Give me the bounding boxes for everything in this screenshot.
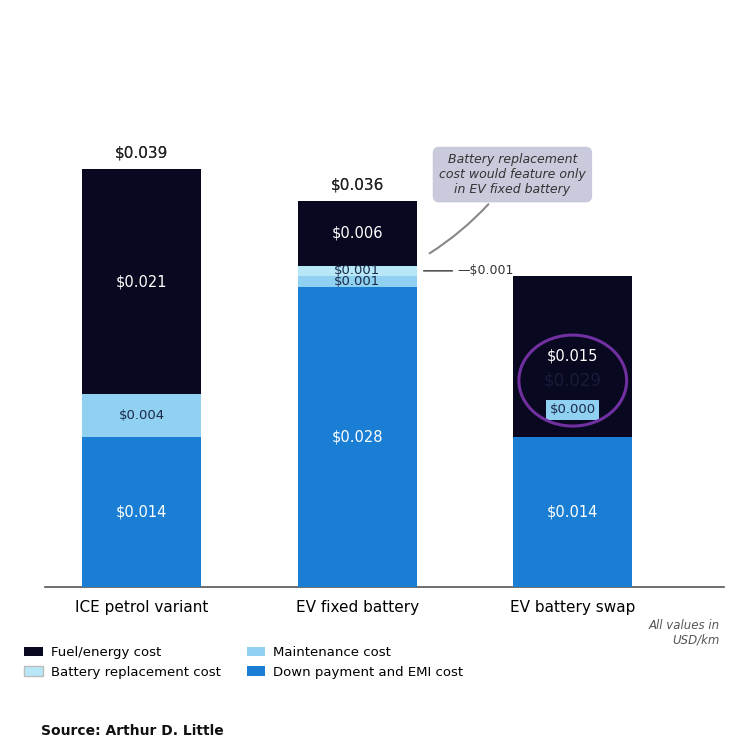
Bar [298,265,416,276]
Bar [83,437,201,587]
Text: $0.039: $0.039 [115,146,169,161]
Text: $0.015: $0.015 [547,349,598,364]
Text: $0.006: $0.006 [331,226,383,241]
Text: $0.014: $0.014 [116,504,167,519]
Text: $0.029: $0.029 [544,371,602,390]
Bar [83,169,201,394]
Bar [513,437,632,587]
Text: $0.036: $0.036 [330,177,384,193]
Text: $0.001: $0.001 [334,275,380,288]
Text: $0.001: $0.001 [334,265,380,277]
Bar [298,287,416,587]
Text: Battery replacement
cost would feature only
in EV fixed battery: Battery replacement cost would feature o… [430,153,586,253]
Text: $0.028: $0.028 [331,429,383,444]
Bar [298,202,416,265]
Text: $0.039: $0.039 [115,146,169,161]
Text: $0.021: $0.021 [116,274,168,289]
Text: Source: Arthur D. Little: Source: Arthur D. Little [41,724,224,738]
Text: $0.036: $0.036 [330,177,384,193]
Bar [513,276,632,437]
Text: $0.014: $0.014 [547,504,598,519]
Bar [298,276,416,287]
Legend: Fuel/energy cost, Battery replacement cost, Maintenance cost, Down payment and E: Fuel/energy cost, Battery replacement co… [24,646,463,678]
Text: $0.004: $0.004 [119,409,165,422]
Text: $0.000: $0.000 [550,404,596,417]
Bar [83,394,201,437]
Text: —$0.001: —$0.001 [457,265,514,277]
Text: All values in
USD/km: All values in USD/km [648,619,719,647]
